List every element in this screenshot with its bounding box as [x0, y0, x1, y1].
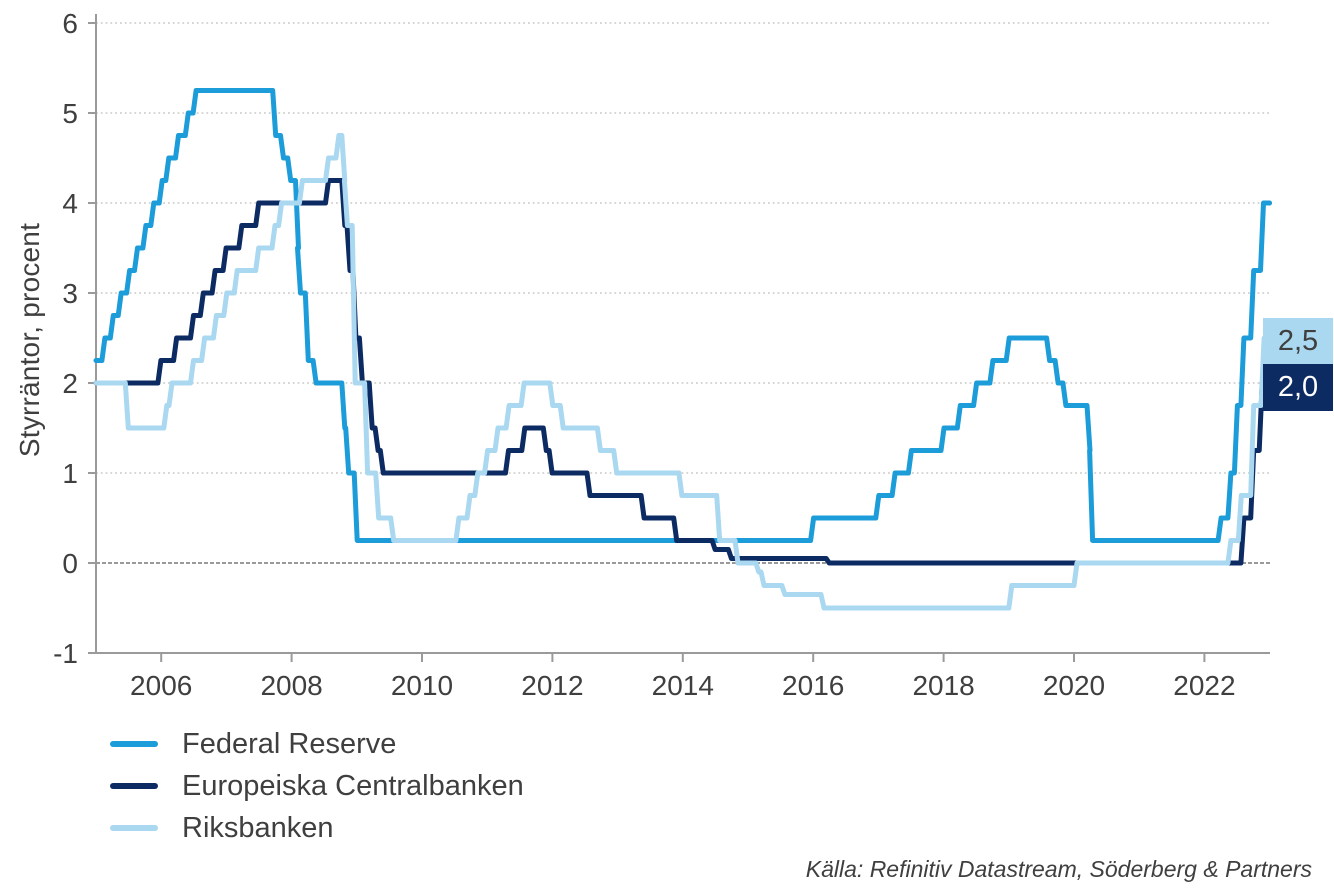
x-tick-label: 2016 [782, 670, 844, 701]
y-tick-label: 2 [62, 368, 78, 399]
end-value-badge-riksbanken: 2,5 [1263, 318, 1333, 364]
legend-swatch-europeiska-centralbanken [110, 783, 158, 789]
x-tick-label: 2008 [260, 670, 322, 701]
legend-swatch-riksbanken [110, 825, 158, 831]
legend-label: Federal Reserve [182, 727, 397, 760]
source-note: Källa: Refinitiv Datastream, Söderberg &… [805, 856, 1312, 882]
y-axis-title: Styrräntor, procent [14, 222, 45, 458]
end-value-badge-ecb: 2,0 [1263, 364, 1333, 411]
x-tick-label: 2010 [391, 670, 453, 701]
x-tick-label: 2014 [652, 670, 714, 701]
y-tick-label: 6 [62, 8, 78, 39]
series-line-europeiska-centralbanken [93, 178, 1273, 566]
y-tick-label: 1 [62, 458, 78, 489]
x-tick-label: 2018 [912, 670, 974, 701]
x-tick-label: 2020 [1043, 670, 1105, 701]
legend-item-federal-reserve: Federal Reserve [110, 723, 524, 765]
y-tick-label: 3 [62, 278, 78, 309]
y-tick-label: 5 [62, 98, 78, 129]
legend-item-riksbanken: Riksbanken [110, 807, 524, 849]
y-tick-label: -1 [53, 638, 78, 669]
series-line-riksbanken [93, 133, 1273, 611]
y-tick-label: 0 [62, 548, 78, 579]
y-tick-label: 4 [62, 188, 78, 219]
x-tick-label: 2022 [1173, 670, 1235, 701]
legend-item-europeiska-centralbanken: Europeiska Centralbanken [110, 765, 524, 807]
legend-label: Europeiska Centralbanken [182, 769, 524, 802]
legend-swatch-federal-reserve [110, 741, 158, 747]
chart-legend: Federal Reserve Europeiska Centralbanken… [110, 723, 524, 849]
x-tick-label: 2012 [521, 670, 583, 701]
x-tick-label: 2006 [130, 670, 192, 701]
series-line-federal-reserve [93, 88, 1273, 543]
legend-label: Riksbanken [182, 811, 334, 844]
